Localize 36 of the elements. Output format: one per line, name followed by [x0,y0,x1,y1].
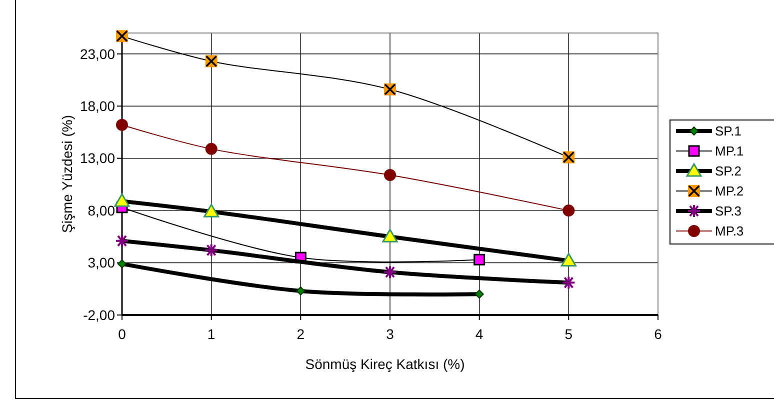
y-axis-title: Şişme Yüzdesi (%) [59,114,75,234]
x-tick-label: 2 [296,326,305,342]
x-tick-label: 6 [654,326,662,342]
y-tick-label: 13,00 [80,150,116,166]
y-tick-label: 3,00 [88,254,116,271]
y-tick-label: 18,00 [80,98,116,114]
point [204,243,218,258]
point [296,286,306,296]
point [383,265,397,280]
legend-label: MP.3 [715,224,744,239]
point [384,169,396,182]
x-tick-label: 0 [118,326,126,342]
legend-label: SP.1 [715,124,742,139]
point [474,290,484,299]
y-tick-label: 8,00 [88,202,116,218]
legend-label: MP.2 [715,184,744,199]
point [562,276,576,290]
point [382,228,398,242]
x-tick-label: 4 [475,326,484,342]
point [205,142,218,155]
legend-label: SP.3 [715,204,742,219]
point [116,118,128,131]
x-tick-label: 5 [564,326,573,342]
point [560,252,576,266]
y-tick-label: 23,00 [80,46,116,62]
point [115,234,129,248]
legend-label: MP.1 [715,144,744,159]
x-tick-label: 3 [386,326,394,342]
legend-label: SP.2 [715,164,742,179]
y-tick-label: -2,00 [83,306,116,323]
point [114,193,130,207]
point [562,204,575,217]
point [204,204,220,218]
point [474,254,486,266]
x-tick-label: 1 [207,326,216,342]
x-axis-title: Sönmüş Kireç Katkısı (%) [305,356,465,372]
